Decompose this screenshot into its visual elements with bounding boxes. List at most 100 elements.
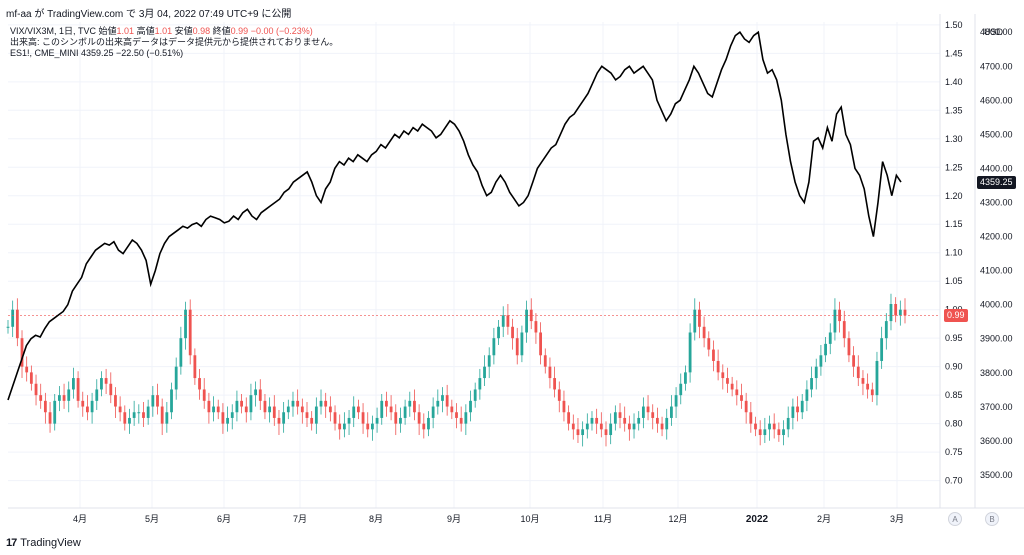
candle-body: [758, 429, 762, 436]
candle-body: [557, 389, 561, 401]
candle-body: [272, 406, 276, 418]
candle-body: [842, 321, 846, 339]
candle-body: [305, 412, 309, 418]
publish-header: mf-aa が TradingView.com で 3月 04, 2022 07…: [6, 9, 292, 20]
candle-body: [212, 406, 215, 413]
candle-body: [394, 412, 398, 424]
log-scale-button[interactable]: B: [985, 512, 999, 526]
es-tick-label: 4400.00: [980, 163, 1013, 173]
es-price-line: [7, 30, 902, 401]
candle-body: [6, 326, 10, 328]
candle-body: [403, 406, 407, 418]
es-tick-label: 4600.00: [980, 95, 1013, 105]
candle-body: [319, 400, 323, 407]
candle-body: [613, 412, 617, 424]
legend-open: 1.01: [116, 26, 135, 36]
candle-body: [595, 417, 599, 424]
candle-body: [740, 395, 743, 401]
legend-change: −0.00 (−0.23%): [248, 26, 313, 36]
candle-body: [39, 395, 43, 401]
candle-body: [698, 309, 701, 327]
ratio-tick-label: 1.25: [945, 162, 963, 172]
candle-body: [847, 338, 851, 356]
candle-body: [184, 309, 187, 339]
candle-body: [221, 412, 225, 424]
legend-es-row[interactable]: ES1!, CME_MINI 4359.25 −22.50 (−0.51%): [10, 48, 184, 58]
candle-body: [459, 417, 463, 424]
es-tick-label: 4100.00: [980, 266, 1013, 276]
auto-scale-button[interactable]: A: [948, 512, 962, 526]
candle-body: [356, 406, 360, 413]
candle-body: [707, 338, 711, 350]
candle-body: [375, 417, 379, 424]
candle-body: [455, 412, 458, 418]
es-tick-label: 3900.00: [980, 334, 1013, 344]
candle-body: [609, 423, 613, 436]
candle-body: [263, 400, 267, 413]
candle-body: [128, 417, 131, 424]
candle-body: [352, 406, 356, 418]
candle-body: [777, 429, 781, 436]
candle-body: [90, 400, 94, 413]
candle-body: [230, 412, 234, 418]
candle-body: [562, 400, 566, 413]
candle-body: [11, 309, 15, 327]
legend-symbol[interactable]: VIX/VIX3M, 1日, TVC 始値: [10, 26, 117, 36]
legend-volume-row: 出来高: このシンボルの出来高データはデータ提供元から提供されておりません。: [10, 37, 339, 47]
ratio-tick-label: 1.05: [945, 276, 963, 286]
ratio-tick-label: 0.85: [945, 390, 963, 400]
tradingview-brand[interactable]: TradingView: [20, 537, 81, 549]
es-tick-label: 3500.00: [980, 470, 1013, 480]
time-tick-label: 2月: [817, 514, 831, 524]
es-tick-label: 3800.00: [980, 368, 1013, 378]
candle-body: [534, 321, 538, 333]
candle-body: [366, 423, 370, 430]
candle-body: [637, 417, 641, 424]
candle-body: [581, 429, 585, 436]
candle-body: [810, 378, 813, 390]
candle-body: [86, 406, 89, 413]
candle-body: [15, 309, 19, 339]
candle-body: [314, 406, 318, 424]
candle-body: [347, 417, 351, 424]
candle-body: [684, 372, 687, 384]
candle-body: [693, 309, 697, 333]
es-tick-label: 4700.00: [980, 61, 1013, 71]
candle-body: [202, 389, 206, 401]
candle-body: [95, 389, 99, 401]
candle-body: [599, 423, 603, 430]
candle-body: [142, 412, 145, 418]
candle-body: [216, 406, 220, 413]
candle-body: [445, 395, 449, 407]
candle-body: [833, 309, 837, 333]
candle-body: [399, 417, 402, 424]
candle-body: [464, 412, 468, 424]
candle-body: [100, 378, 103, 390]
candle-body: [782, 429, 785, 436]
candle-body: [76, 378, 80, 401]
candle-body: [520, 332, 524, 356]
candle-body: [768, 423, 771, 430]
candle-body: [585, 423, 589, 430]
candle-body: [824, 343, 827, 356]
candle-body: [721, 372, 725, 379]
candle-body: [754, 423, 757, 430]
candle-body: [151, 395, 155, 407]
candle-body: [156, 395, 159, 407]
time-tick-label: 9月: [447, 514, 461, 524]
es-axis-ticks: 4800.00 4700.00 4600.00 4500.00 4400.00 4300.…: [980, 27, 1013, 480]
candle-body: [889, 304, 893, 322]
candle-body: [249, 395, 253, 413]
ratio-tick-label: 1.20: [945, 191, 963, 201]
legend-close-label: 終値: [210, 26, 231, 36]
candle-body: [57, 395, 61, 401]
candle-body: [539, 332, 542, 356]
candle-body: [226, 417, 229, 424]
candle-body: [618, 412, 622, 418]
candle-body: [277, 417, 281, 424]
candle-body: [749, 412, 753, 424]
candle-body: [786, 417, 790, 430]
candle-body: [553, 378, 557, 390]
candle-body: [744, 400, 748, 413]
